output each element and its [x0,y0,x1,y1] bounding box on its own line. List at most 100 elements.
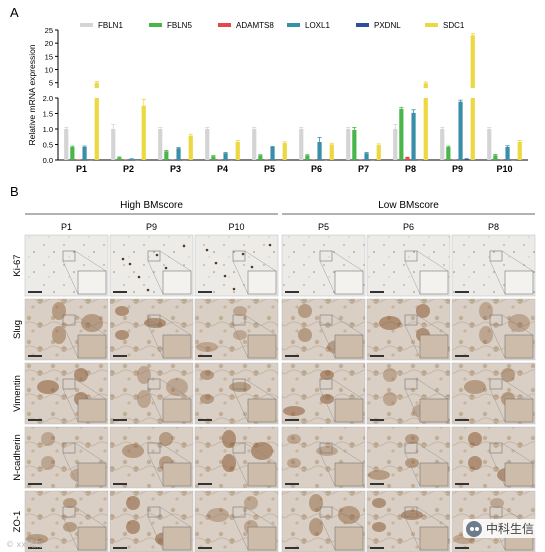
bar [270,146,275,160]
y-tick-label: 0.5 [43,141,53,150]
scale-bar [370,483,384,485]
positive-nucleus [241,252,245,256]
scale-bar [455,291,469,293]
bar-upper [423,83,428,88]
y-tick-label: 15 [45,52,53,61]
positive-nucleus [250,265,254,269]
zoom-connector [232,388,249,423]
positive-nucleus [214,261,218,265]
zoom-connector [416,378,449,400]
stain-region [41,456,55,470]
bar-upper [94,82,99,88]
zoom-inset [419,270,449,295]
stain-region [320,394,334,404]
zoom-region [232,506,246,518]
zoom-region [319,506,333,518]
zoom-connector [489,260,506,295]
zoom-connector [416,314,449,336]
group-label: High BMscore [120,200,183,211]
bar [223,153,228,160]
scale-bar [370,355,384,357]
stain-region [200,370,214,380]
stain-region [309,494,323,512]
bar [252,129,257,160]
wechat-icon [465,520,482,537]
stain-region [320,370,334,380]
stain-region [26,534,48,544]
bar [393,129,398,160]
zoom-region [62,314,76,326]
stain-region [52,302,66,320]
bar [235,142,240,160]
positive-nucleus [128,262,132,266]
zoom-inset [162,526,192,551]
zoom-region [147,442,161,454]
zoom-connector [331,378,364,400]
x-tick-label: P4 [217,164,228,174]
bar [258,155,263,160]
bar [70,146,75,160]
stain-region [137,390,151,408]
zoom-region [404,378,418,390]
zoom-connector [147,324,164,359]
zoom-connector [319,324,336,359]
bar [346,129,351,160]
zoom-region [232,378,246,390]
sample-label: P6 [403,222,414,232]
zoom-connector [62,516,79,551]
legend-swatch [80,23,93,27]
zoom-region [62,506,76,518]
stain-region [81,314,103,332]
zoom-inset [162,270,192,295]
zoom-connector [74,250,107,272]
zoom-inset [77,270,107,295]
sample-label: P8 [488,222,499,232]
stain-region [166,378,188,396]
scale-bar [28,419,42,421]
legend-label: SDC1 [443,21,465,30]
zoom-inset [162,334,192,359]
zoom-connector [501,314,534,336]
stain-region [416,304,430,318]
stain-region [233,306,247,316]
scale-bar [455,483,469,485]
legend-swatch [356,23,369,27]
scale-bar [28,355,42,357]
stain-label: Ki-67 [12,254,23,276]
zoom-connector [331,442,364,464]
stain-region [508,314,530,332]
zoom-inset [247,398,277,423]
bar [158,129,163,160]
stain-region [338,506,360,524]
zoom-inset [334,334,364,359]
stain-region [126,496,140,510]
zoom-region [232,442,246,454]
legend-label: ADAMTS8 [236,21,274,30]
y-tick-label: 20 [45,39,53,48]
zoom-region [319,250,333,262]
bar [299,129,304,160]
zoom-connector [404,260,421,295]
zoom-inset [162,398,192,423]
y-tick-label: 25 [45,26,53,35]
zoom-connector [232,260,249,295]
scale-bar [285,483,299,485]
bar [64,129,69,160]
scale-bar [285,547,299,549]
bar [458,101,463,160]
bar [493,155,498,160]
stain-region [464,380,486,394]
stain-region [115,306,129,316]
zoom-connector [74,378,107,400]
ihc-panel: High BMscore P1 P9 P10 Low BMscore P5 P6 P8 Ki-6… [12,200,536,552]
bar [423,98,428,160]
stain-region [468,456,482,470]
x-tick-label: P9 [452,164,463,174]
zoom-region [62,442,76,454]
bar [188,135,193,160]
legend-label: PXDNL [374,21,401,30]
y-tick-label: 1.0 [43,125,53,134]
zoom-connector [147,260,164,295]
zoom-connector [62,324,79,359]
zoom-region [489,314,503,326]
